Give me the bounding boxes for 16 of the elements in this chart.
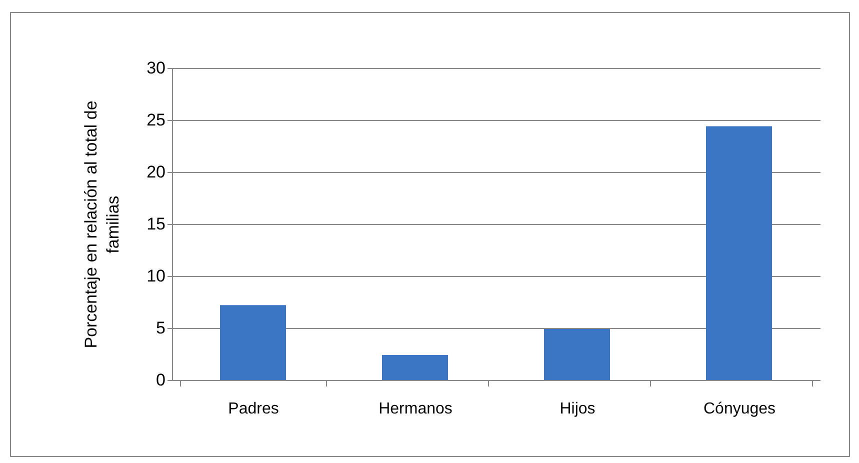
bar [220,305,286,380]
x-tick-label: Hijos [560,400,596,418]
x-tick-label: Padres [228,400,279,418]
y-tick-label: 0 [156,370,166,390]
y-tick-label: 20 [146,162,166,182]
bar [382,355,448,380]
x-tick-label: Cónyuges [703,400,776,418]
bar [544,329,610,380]
x-tick-label: Hermanos [378,400,452,418]
y-axis-title: Porcentaje en relación al total de familias [82,100,123,348]
y-tick-label: 5 [156,318,166,338]
y-tick-label: 30 [146,58,166,78]
y-tick-label: 10 [146,266,166,286]
y-tick-label: 25 [146,110,166,130]
y-tick-label: 15 [146,214,166,234]
bar [706,126,772,380]
